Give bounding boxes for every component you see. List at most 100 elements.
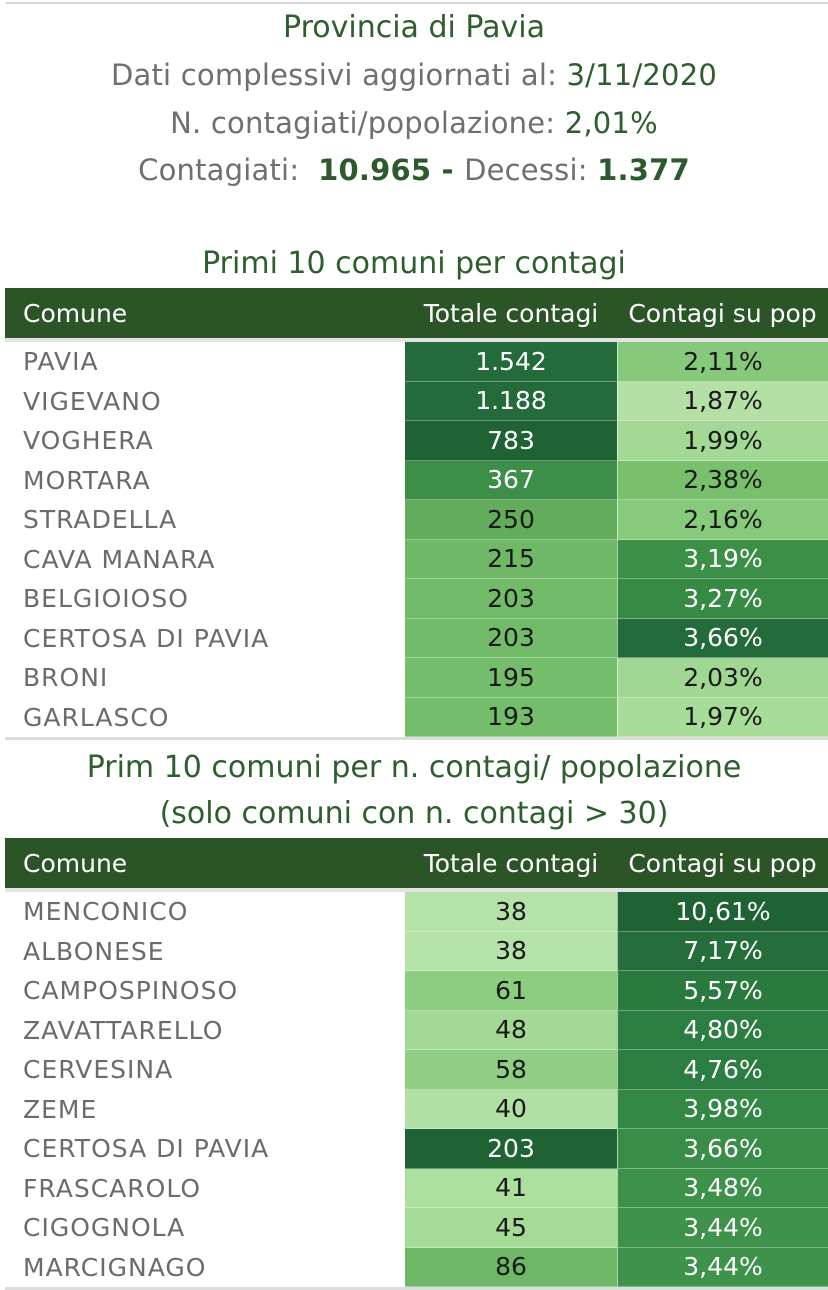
cell-comune: CERTOSA DI PAVIA: [23, 623, 270, 653]
cell-comune: VOGHERA: [23, 426, 154, 456]
cell-contagi-su-pop: 2,03%: [617, 658, 828, 698]
cell-contagi-su-pop: 2,11%: [617, 342, 828, 382]
cell-totale-contagi: 48: [405, 1010, 617, 1050]
cell-comune: MORTARA: [23, 465, 151, 495]
table-row: MARCIGNAGO 86 3,44%: [5, 1247, 828, 1287]
table-row: CAMPOSPINOSO 61 5,57%: [5, 971, 828, 1011]
column-header-pop: Contagi su pop: [628, 298, 817, 328]
cell-comune: CIGOGNOLA: [23, 1213, 186, 1243]
cell-totale-contagi: 783: [405, 421, 617, 461]
cell-totale-contagi: 1.542: [405, 342, 617, 382]
table-row: STRADELLA 250 2,16%: [5, 500, 828, 540]
cases-label: Contagiati:: [138, 153, 319, 187]
cell-comune: ZEME: [23, 1094, 98, 1124]
ratio-value: 2,01%: [564, 106, 658, 140]
table-row: FRASCAROLO 41 3,48%: [5, 1168, 828, 1208]
table-body: MENCONICO 38 10,61% ALBONESE 38 7,17% CAMPOSPI…: [5, 892, 828, 1287]
cell-totale-contagi: 203: [405, 1129, 617, 1169]
table-body: PAVIA 1.542 2,11% VIGEVANO 1.188 1,87% VOGHERA…: [5, 342, 828, 737]
cell-contagi-su-pop: 3,98%: [617, 1089, 828, 1129]
table-bottom-divider: [5, 737, 828, 740]
cell-totale-contagi: 41: [405, 1168, 617, 1208]
cell-comune: BELGIOIOSO: [23, 584, 189, 614]
cell-comune: STRADELLA: [23, 505, 178, 535]
column-header-comune: Comune: [23, 298, 128, 328]
top-ratio-table: Comune Totale contagi Contagi su pop MEN…: [5, 838, 828, 1290]
column-header-totale: Totale contagi: [423, 848, 599, 878]
cell-contagi-su-pop: 4,80%: [617, 1010, 828, 1050]
cell-comune: CAMPOSPINOSO: [23, 976, 239, 1006]
cell-comune: VIGEVANO: [23, 386, 162, 416]
cell-totale-contagi: 203: [405, 618, 617, 658]
cell-comune: ZAVATTARELLO: [23, 1015, 224, 1045]
cell-contagi-su-pop: 7,17%: [617, 931, 828, 971]
table-row: CERTOSA DI PAVIA 203 3,66%: [5, 618, 828, 658]
table-row: ZEME 40 3,98%: [5, 1089, 828, 1129]
cell-comune: CERVESINA: [23, 1055, 174, 1085]
table-row: CERVESINA 58 4,76%: [5, 1050, 828, 1090]
cell-totale-contagi: 195: [405, 658, 617, 698]
table-row: GARLASCO 193 1,97%: [5, 697, 828, 737]
table-header: Comune Totale contagi Contagi su pop: [5, 838, 828, 888]
cell-contagi-su-pop: 3,66%: [617, 618, 828, 658]
cell-contagi-su-pop: 1,87%: [617, 381, 828, 421]
top-cases-table: Comune Totale contagi Contagi su pop PAV…: [5, 288, 828, 740]
table-row: CIGOGNOLA 45 3,44%: [5, 1208, 828, 1248]
cell-contagi-su-pop: 5,57%: [617, 971, 828, 1011]
cell-comune: GARLASCO: [23, 702, 170, 732]
cell-totale-contagi: 45: [405, 1208, 617, 1248]
cell-contagi-su-pop: 3,27%: [617, 579, 828, 619]
table2-subtitle: (solo comuni con n. contagi > 30): [159, 796, 669, 831]
table-row: CAVA MANARA 215 3,19%: [5, 539, 828, 579]
cell-contagi-su-pop: 1,97%: [617, 697, 828, 737]
table-row: VIGEVANO 1.188 1,87%: [5, 381, 828, 421]
table-row: MORTARA 367 2,38%: [5, 460, 828, 500]
cell-totale-contagi: 86: [405, 1247, 617, 1287]
cell-totale-contagi: 1.188: [405, 381, 617, 421]
cell-contagi-su-pop: 4,76%: [617, 1050, 828, 1090]
cell-contagi-su-pop: 2,16%: [617, 500, 828, 540]
column-header-comune: Comune: [23, 848, 128, 878]
update-date-line: Dati complessivi aggiornati al: 3/11/202…: [0, 58, 828, 92]
ratio-line: N. contagiati/popolazione: 2,01%: [0, 106, 828, 140]
ratio-label: N. contagiati/popolazione:: [170, 106, 565, 140]
cell-comune: CAVA MANARA: [23, 544, 216, 574]
table-row: ALBONESE 38 7,17%: [5, 931, 828, 971]
cell-totale-contagi: 61: [405, 971, 617, 1011]
column-header-pop: Contagi su pop: [628, 848, 817, 878]
deaths-value: 1.377: [597, 153, 690, 187]
cell-totale-contagi: 38: [405, 892, 617, 932]
cell-comune: FRASCAROLO: [23, 1173, 202, 1203]
table1-title: Primi 10 comuni per contagi: [202, 246, 626, 281]
cell-totale-contagi: 215: [405, 539, 617, 579]
table-row: BRONI 195 2,03%: [5, 658, 828, 698]
cell-contagi-su-pop: 3,44%: [617, 1247, 828, 1287]
cell-contagi-su-pop: 3,44%: [617, 1208, 828, 1248]
table-row: BELGIOIOSO 203 3,27%: [5, 579, 828, 619]
cell-comune: CERTOSA DI PAVIA: [23, 1134, 270, 1164]
page-title: Provincia di Pavia: [283, 10, 545, 45]
cell-contagi-su-pop: 3,48%: [617, 1168, 828, 1208]
cell-totale-contagi: 367: [405, 460, 617, 500]
cases-value: 10.965: [318, 153, 432, 187]
cell-totale-contagi: 40: [405, 1089, 617, 1129]
totals-line: Contagiati: 10.965 - Decessi: 1.377: [0, 153, 828, 187]
cell-contagi-su-pop: 10,61%: [617, 892, 828, 932]
cell-totale-contagi: 250: [405, 500, 617, 540]
column-header-totale: Totale contagi: [423, 298, 599, 328]
top-divider: [6, 2, 828, 4]
header-divider: [5, 888, 828, 892]
cell-comune: ALBONESE: [23, 936, 165, 966]
table-row: MENCONICO 38 10,61%: [5, 892, 828, 932]
table2-title: Prim 10 comuni per n. contagi/ popolazio…: [86, 750, 742, 785]
totals-separator: -: [431, 153, 465, 187]
cell-comune: PAVIA: [23, 347, 99, 377]
cell-totale-contagi: 193: [405, 697, 617, 737]
cell-comune: BRONI: [23, 663, 109, 693]
cell-contagi-su-pop: 1,99%: [617, 421, 828, 461]
update-date-value: 3/11/2020: [566, 58, 718, 92]
cell-comune: MENCONICO: [23, 897, 189, 927]
cell-contagi-su-pop: 3,19%: [617, 539, 828, 579]
table-row: PAVIA 1.542 2,11%: [5, 342, 828, 382]
cell-contagi-su-pop: 3,66%: [617, 1129, 828, 1169]
